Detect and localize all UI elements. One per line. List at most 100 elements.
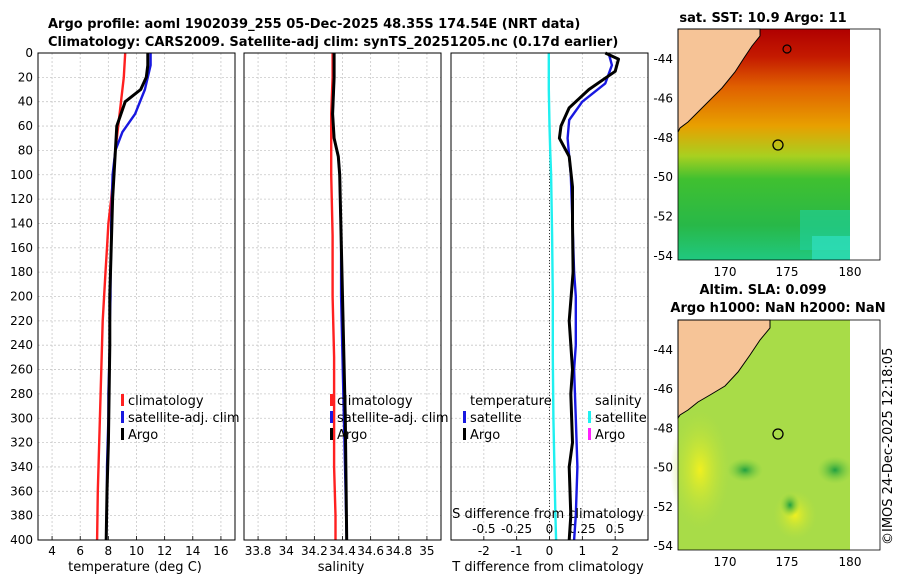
map-lon-label: 180	[839, 555, 862, 569]
x-tick-label: -1	[511, 544, 523, 558]
series-argo	[104, 53, 150, 541]
sst-frame	[677, 28, 881, 261]
temperature-panel: 4 6 8 10 12 14 16	[37, 52, 236, 558]
x-tick-label: 34.2	[301, 544, 328, 558]
plot-frame	[37, 52, 236, 541]
legend-s-argo: Argo	[595, 428, 625, 443]
x-tick-label: 6	[76, 544, 84, 558]
y-tick-label: 180	[10, 265, 33, 279]
legend-swatch-argo	[330, 428, 333, 440]
x-tick-label: 33.8	[245, 544, 272, 558]
map-axes: 170 175 180 -44 -46 -48 -50 -52 -54 170 175 180 -44 -…	[653, 52, 861, 569]
sst-patch	[812, 236, 850, 260]
difference-xlabel: T difference from climatology	[451, 560, 644, 575]
temperature-xlabel: temperature (deg C)	[68, 560, 202, 575]
series-s-satellite	[547, 53, 558, 541]
s-tick-label: -0.25	[501, 522, 532, 536]
x-tick-label: 14	[185, 544, 200, 558]
legend-swatch-climatology	[121, 394, 124, 406]
legend-climatology: climatology	[337, 394, 413, 409]
legend-swatch-s-satellite	[588, 411, 591, 423]
legend-swatch-t-satellite	[463, 411, 466, 423]
legend-argo: Argo	[337, 428, 367, 443]
chart-title-line1: Argo profile: aoml 1902039_255 05-Dec-20…	[48, 17, 580, 32]
salinity-legend: climatology satellite-adj. clim Argo	[330, 394, 449, 443]
legend-swatch-s-argo	[588, 428, 591, 440]
legend-climatology: climatology	[128, 394, 204, 409]
x-tick-label: 1	[579, 544, 587, 558]
series-t-argo	[557, 51, 620, 541]
y-tick-label: 300	[10, 411, 33, 425]
sla-map-title2: Argo h1000: NaN h2000: NaN	[670, 301, 885, 316]
y-tick-label: 240	[10, 338, 33, 352]
map-lat-label: -52	[653, 500, 673, 514]
salinity-xlabel: salinity	[318, 560, 365, 575]
x-tick-label: 34.4	[329, 544, 356, 558]
map-lat-label: -48	[653, 131, 673, 145]
sla-argo-marker	[772, 428, 784, 440]
y-tick-label: 20	[18, 70, 33, 84]
plot-frame	[243, 52, 442, 541]
series-t-satellite	[566, 52, 614, 541]
map-lat-label: -46	[653, 382, 673, 396]
legend-swatch-argo	[121, 428, 124, 440]
legend-swatch-t-argo	[463, 428, 466, 440]
map-lat-label: -48	[653, 421, 673, 435]
sla-green-patch	[780, 493, 800, 517]
y-tick-label: 0	[25, 46, 33, 60]
difference-legend: temperature satellite Argo salinity sate…	[463, 394, 647, 443]
legend-s-satellite: satellite	[595, 411, 647, 426]
x-tick-label: -2	[478, 544, 490, 558]
y-tick-label: 320	[10, 436, 33, 450]
map-lon-label: 170	[714, 555, 737, 569]
sla-yellow-patch	[670, 410, 730, 530]
y-tick-label: 340	[10, 460, 33, 474]
legend-salinity-title: salinity	[595, 394, 642, 409]
legend-satellite: satellite-adj. clim	[337, 411, 449, 426]
legend-argo: Argo	[128, 428, 158, 443]
y-tick-label: 200	[10, 290, 33, 304]
x-tick-label: 34	[279, 544, 294, 558]
x-tick-label: 35	[419, 544, 434, 558]
s-tick-label: -0.5	[472, 522, 495, 536]
s-difference-label: S difference from climatology	[452, 507, 644, 522]
s-tick-label: 0	[546, 522, 554, 536]
map-lat-label: -46	[653, 91, 673, 105]
map-lon-label: 175	[776, 265, 799, 279]
sla-green-patch	[727, 458, 763, 482]
x-tick-label: 10	[129, 544, 144, 558]
sst-map-title: sat. SST: 10.9 Argo: 11	[679, 11, 846, 26]
s-tick-label: 0.5	[606, 522, 625, 536]
x-tick-label: 34.6	[357, 544, 384, 558]
map-lat-label: -44	[653, 343, 673, 357]
sla-map	[670, 319, 881, 551]
s-tick-label: 0.25	[569, 522, 596, 536]
map-lat-label: -52	[653, 210, 673, 224]
sst-island	[782, 44, 792, 54]
legend-swatch-climatology	[330, 394, 333, 406]
x-tick-label: 12	[157, 544, 172, 558]
map-lat-label: -50	[653, 461, 673, 475]
y-tick-label: 220	[10, 314, 33, 328]
y-tick-label: 400	[10, 533, 33, 547]
map-lat-label: -54	[653, 249, 673, 263]
map-lon-label: 175	[776, 555, 799, 569]
sla-map-title1: Altim. SLA: 0.099	[700, 283, 827, 298]
salinity-panel: 33.8 34 34.2 34.4 34.6 34.8 35	[243, 52, 442, 558]
sla-green-patch	[817, 456, 853, 484]
legend-temperature-title: temperature	[470, 394, 552, 409]
difference-panel: -2 -1 0 1 2 -0.5 -0.25 0 0.25 0.5	[450, 51, 649, 558]
x-tick-label: 34.8	[385, 544, 412, 558]
sla-right-blank	[850, 320, 880, 550]
x-tick-label: 8	[105, 544, 113, 558]
map-lat-label: -50	[653, 170, 673, 184]
y-tick-label: 380	[10, 509, 33, 523]
x-tick-label: 2	[611, 544, 619, 558]
sst-right-blank	[850, 29, 880, 260]
y-tick-label: 100	[10, 168, 33, 182]
series-argo	[331, 53, 349, 541]
plot-frame	[450, 52, 649, 541]
x-tick-label: 16	[213, 544, 228, 558]
y-tick-label: 120	[10, 192, 33, 206]
